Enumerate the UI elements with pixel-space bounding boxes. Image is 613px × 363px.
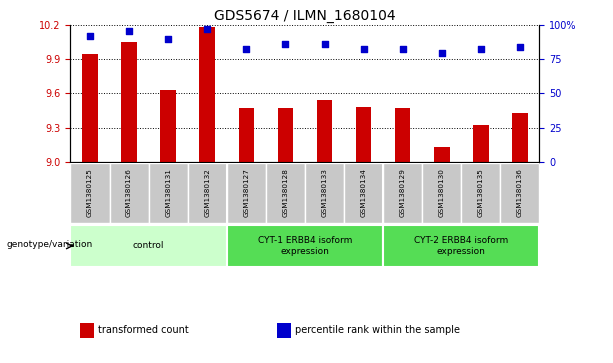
Bar — [278, 108, 293, 162]
Bar — [434, 147, 449, 162]
Bar — [276, 323, 291, 338]
Point — [398, 46, 408, 52]
Bar — [422, 163, 462, 223]
Text: GSM1380135: GSM1380135 — [478, 168, 484, 217]
Text: GSM1380136: GSM1380136 — [517, 168, 523, 217]
Text: GSM1380128: GSM1380128 — [283, 168, 289, 217]
Bar — [149, 163, 188, 223]
Point — [359, 46, 368, 52]
Bar — [70, 225, 227, 267]
Bar — [356, 107, 371, 162]
Text: GSM1380133: GSM1380133 — [321, 168, 327, 217]
Bar — [238, 108, 254, 162]
Bar — [317, 100, 332, 162]
Bar — [227, 225, 383, 267]
Bar — [80, 323, 94, 338]
Point — [319, 41, 329, 47]
Text: GSM1380125: GSM1380125 — [87, 168, 93, 217]
Point — [281, 41, 291, 47]
Point — [476, 46, 485, 52]
Text: percentile rank within the sample: percentile rank within the sample — [295, 325, 460, 335]
Bar — [110, 163, 149, 223]
Bar — [383, 163, 422, 223]
Bar — [344, 163, 383, 223]
Point — [124, 28, 134, 34]
Point — [242, 46, 251, 52]
Bar — [82, 54, 98, 162]
Bar — [199, 26, 215, 162]
Text: control: control — [133, 241, 164, 250]
Text: GSM1380130: GSM1380130 — [439, 168, 445, 217]
Bar — [121, 42, 137, 162]
Text: GSM1380127: GSM1380127 — [243, 168, 249, 217]
Text: GSM1380126: GSM1380126 — [126, 168, 132, 217]
Text: CYT-2 ERBB4 isoform
expression: CYT-2 ERBB4 isoform expression — [414, 236, 508, 256]
Bar — [512, 113, 528, 162]
Bar — [395, 108, 411, 162]
Bar — [383, 225, 539, 267]
Bar — [70, 163, 110, 223]
Bar — [266, 163, 305, 223]
Bar — [161, 90, 176, 162]
Point — [163, 36, 173, 42]
Text: GSM1380129: GSM1380129 — [400, 168, 406, 217]
Bar — [500, 163, 539, 223]
Text: genotype/variation: genotype/variation — [6, 240, 93, 249]
Bar — [227, 163, 266, 223]
Text: CYT-1 ERBB4 isoform
expression: CYT-1 ERBB4 isoform expression — [258, 236, 352, 256]
Bar — [473, 125, 489, 162]
Text: GSM1380134: GSM1380134 — [360, 168, 367, 217]
Point — [437, 50, 447, 56]
Text: transformed count: transformed count — [99, 325, 189, 335]
Point — [202, 26, 212, 32]
Title: GDS5674 / ILMN_1680104: GDS5674 / ILMN_1680104 — [214, 9, 396, 23]
Bar — [462, 163, 500, 223]
Point — [85, 33, 95, 39]
Text: GSM1380132: GSM1380132 — [204, 168, 210, 217]
Text: GSM1380131: GSM1380131 — [165, 168, 171, 217]
Bar — [305, 163, 344, 223]
Point — [515, 44, 525, 50]
Bar — [188, 163, 227, 223]
